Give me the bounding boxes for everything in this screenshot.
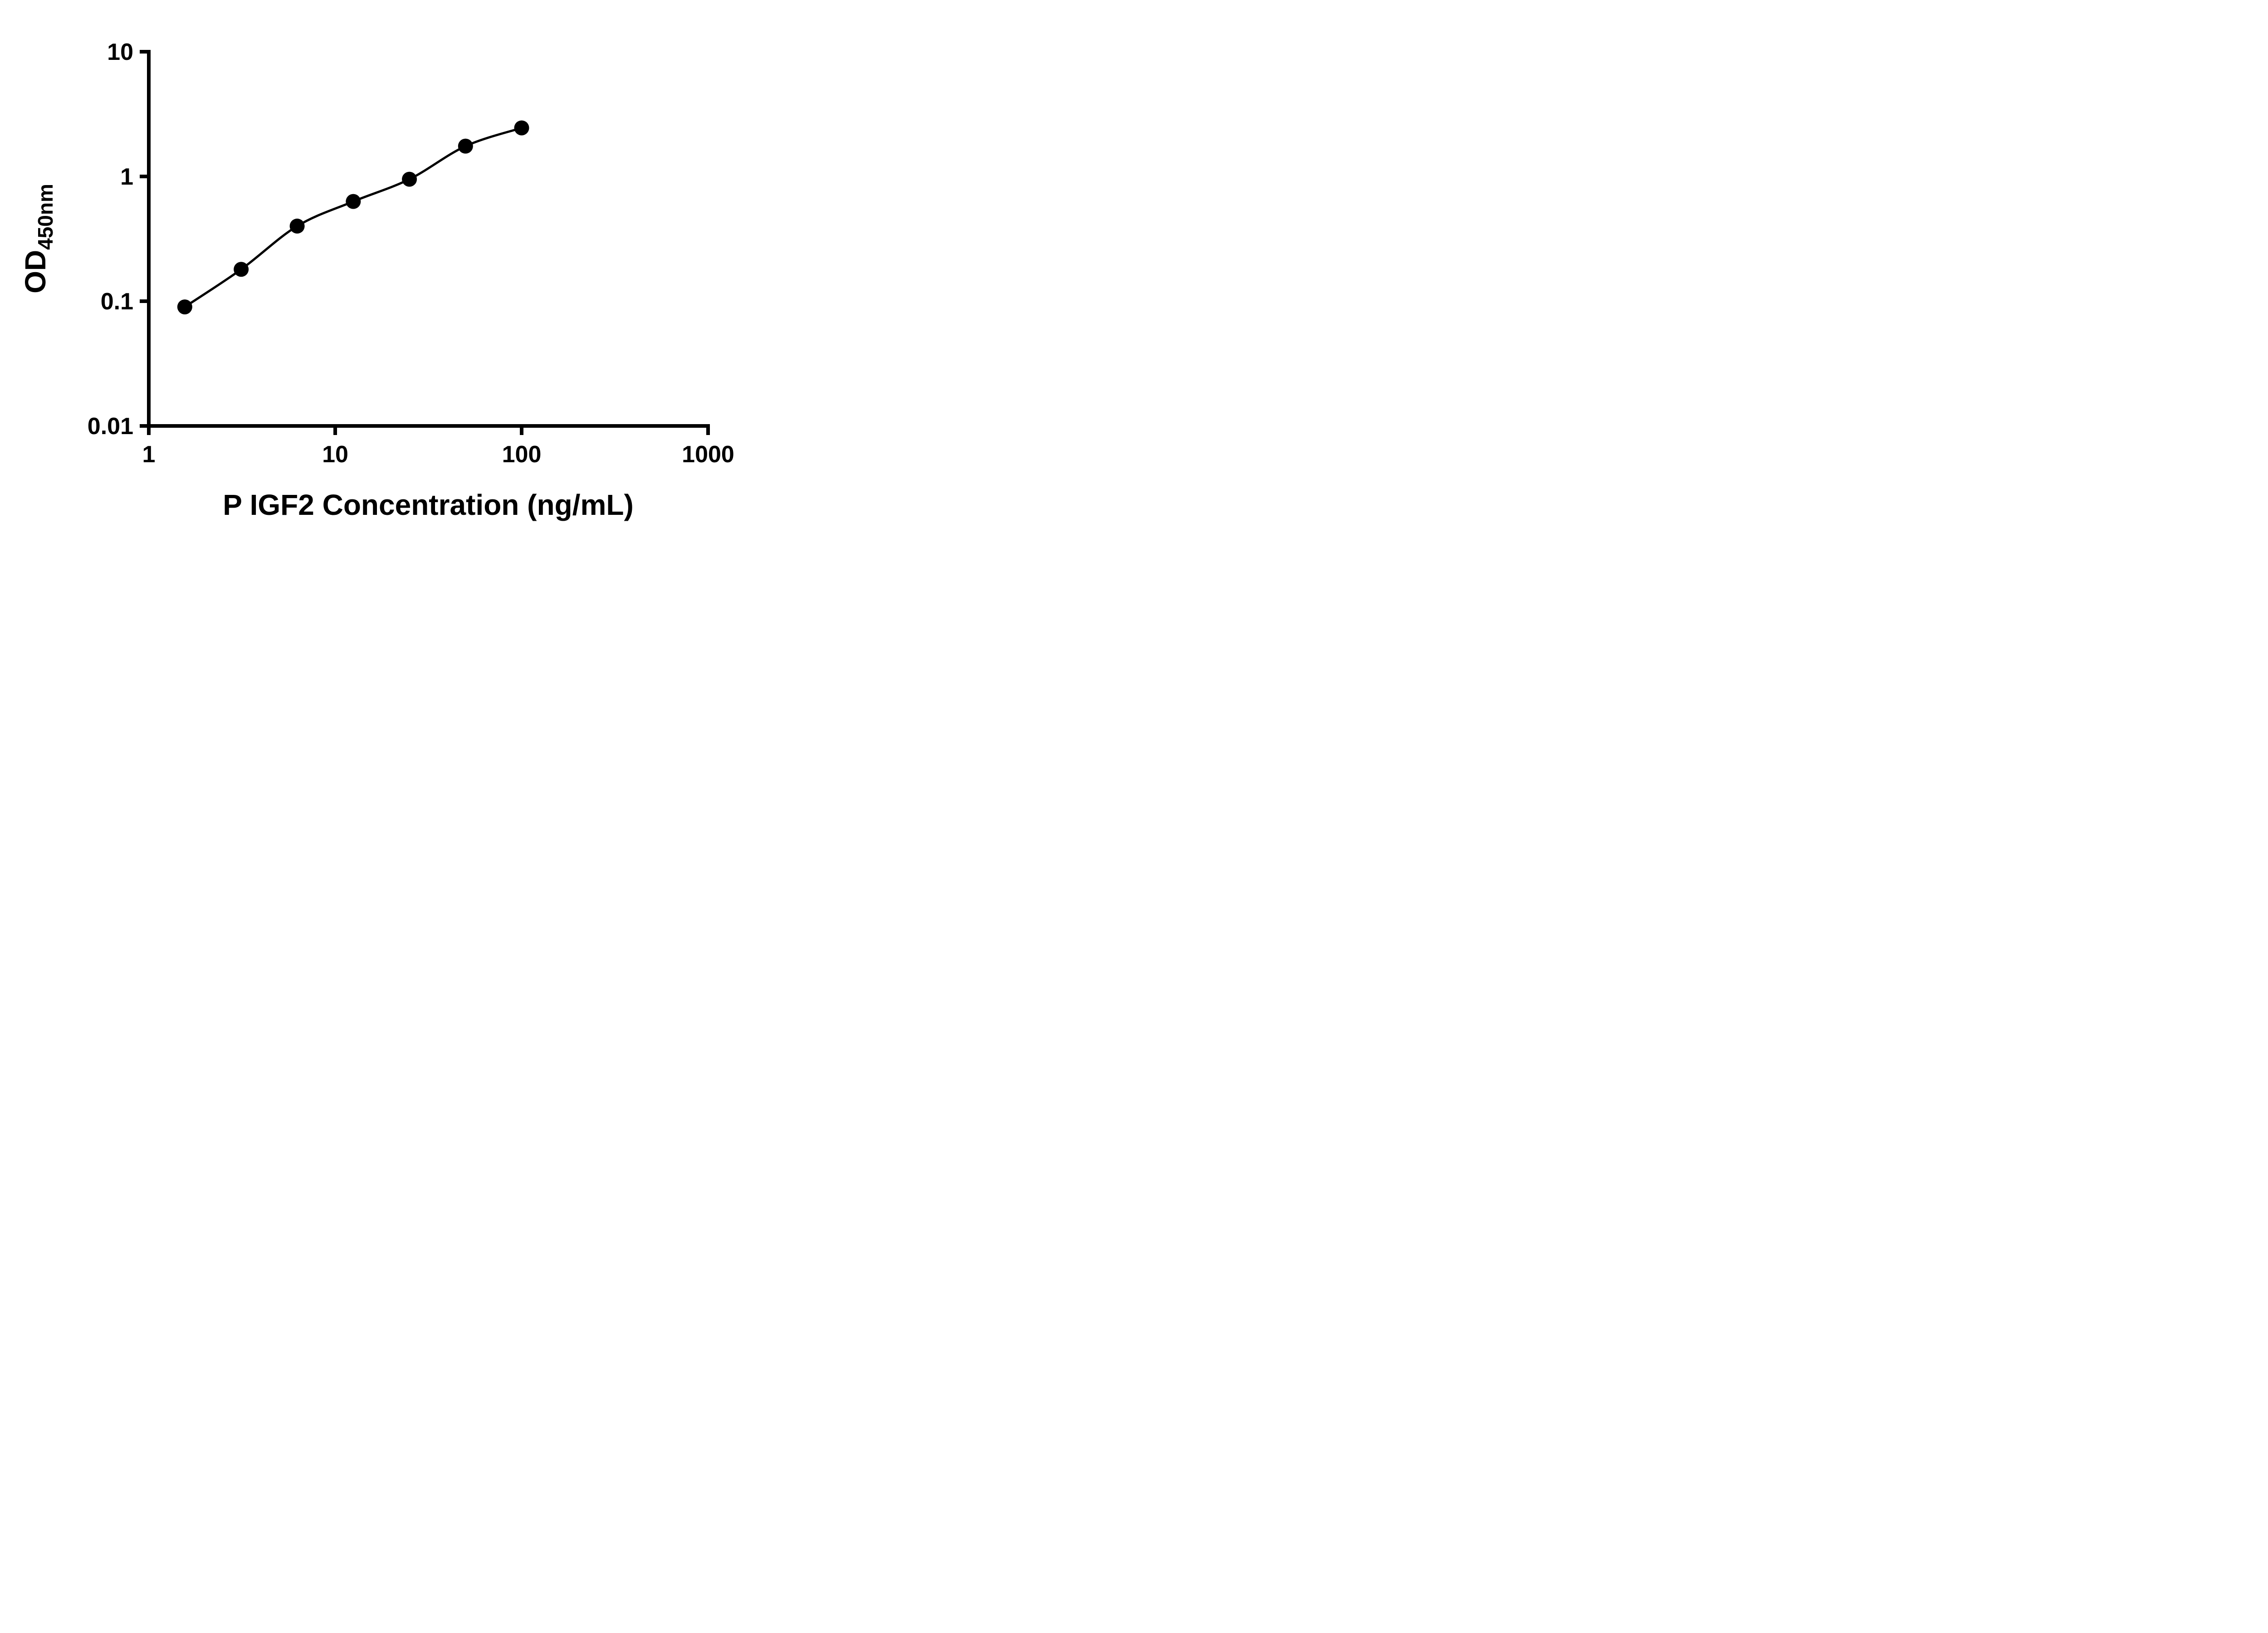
fit-curve	[184, 127, 522, 308]
data-point	[402, 171, 417, 187]
y-axis-title-main: OD	[19, 250, 52, 293]
elisa-standard-curve-figure: 1 10 100 1000 0.01 0.1 1 10 OD450nm P IGF2 Conc…	[0, 0, 776, 544]
y-axis-title-subscript: 450nm	[34, 184, 57, 250]
data-point	[177, 299, 192, 315]
data-point	[514, 120, 529, 136]
x-axis-title: P IGF2 Concentration (ng/mL)	[223, 489, 634, 521]
y-axis-title: OD450nm	[19, 184, 57, 293]
x-tick-label: 1000	[682, 441, 734, 468]
data-point	[234, 262, 249, 277]
data-point	[346, 194, 361, 209]
y-tick-label: 0.1	[101, 288, 133, 315]
y-tick-label: 0.01	[88, 413, 133, 440]
chart-canvas: 1 10 100 1000 0.01 0.1 1 10 OD450nm P IGF2 Conc…	[19, 39, 734, 521]
x-tick-label: 100	[502, 441, 542, 468]
chart-plot-layer: 1 10 100 1000 0.01 0.1 1 10	[88, 39, 734, 468]
data-point	[289, 218, 305, 234]
x-tick-label: 1	[142, 441, 156, 468]
x-tick-label: 10	[322, 441, 348, 468]
y-tick-label: 1	[120, 164, 133, 190]
data-point	[458, 138, 473, 154]
y-tick-label: 10	[107, 39, 133, 65]
